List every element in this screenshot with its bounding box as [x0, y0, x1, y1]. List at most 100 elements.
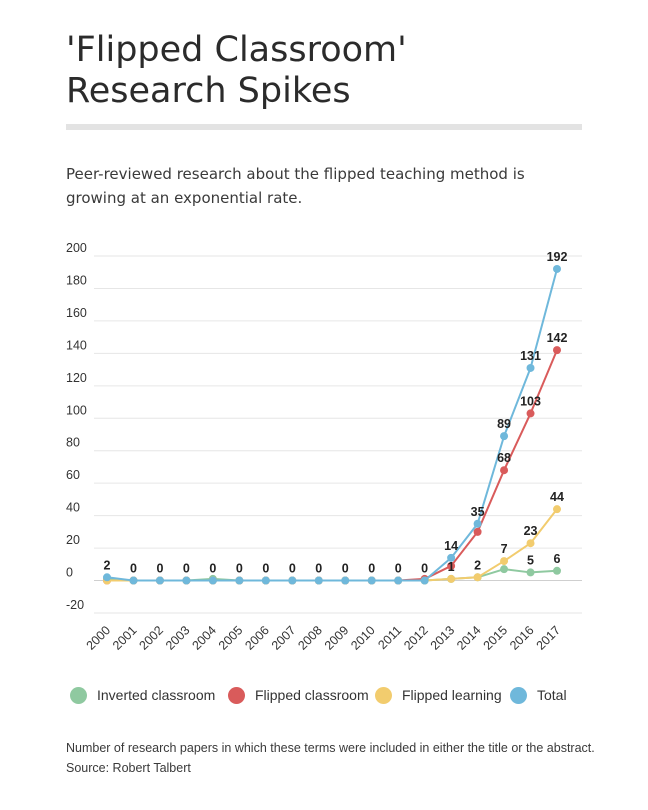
page-title: 'Flipped Classroom' Research Spikes	[66, 30, 586, 112]
data-label: 0	[315, 562, 322, 576]
y-tick-label: -20	[66, 598, 84, 612]
data-label: 0	[262, 562, 269, 576]
data-point	[182, 576, 191, 585]
data-point	[526, 409, 535, 418]
legend-item: Flipped learning	[375, 684, 502, 706]
y-tick-label: 0	[66, 566, 73, 580]
x-tick-label: 2003	[163, 623, 193, 653]
y-tick-label: 160	[66, 306, 87, 320]
data-label: 192	[547, 250, 568, 264]
x-tick-label: 2017	[534, 623, 564, 653]
data-label: 0	[289, 562, 296, 576]
data-point	[526, 539, 535, 548]
legend-label: Flipped learning	[402, 687, 502, 703]
data-point	[553, 566, 561, 575]
data-label: 6	[554, 552, 561, 566]
legend-label: Flipped classroom	[255, 687, 369, 703]
y-tick-label: 120	[66, 371, 87, 385]
series-line	[107, 349, 558, 582]
data-point	[473, 573, 482, 582]
y-tick-label: 140	[66, 338, 87, 352]
data-point	[447, 561, 456, 570]
x-tick-label: 2015	[481, 623, 511, 653]
legend-label: Total	[537, 687, 567, 703]
data-label: 0	[342, 562, 349, 576]
data-label: 0	[395, 562, 402, 576]
y-tick-label: 60	[66, 468, 80, 482]
x-tick-label: 2000	[84, 623, 114, 653]
data-label: 5	[527, 553, 534, 567]
data-label: 0	[368, 562, 375, 576]
line-chart: -200204060801001201401601802002000200120…	[66, 241, 582, 653]
data-label: 131	[520, 349, 541, 363]
x-tick-label: 2012	[401, 623, 431, 653]
data-point	[473, 527, 482, 536]
data-point	[103, 573, 111, 582]
title-divider	[66, 124, 582, 130]
data-point	[447, 574, 456, 583]
data-point	[235, 576, 244, 585]
data-point	[367, 576, 376, 585]
legend-swatch	[70, 686, 87, 704]
data-point	[500, 557, 509, 566]
data-point	[553, 505, 561, 514]
legend-swatch	[510, 686, 527, 704]
chart-legend: Inverted classroom Flipped classroom Flipp…	[70, 684, 590, 706]
title-line-1: 'Flipped Classroom'	[66, 30, 407, 70]
x-tick-label: 2004	[189, 623, 219, 653]
data-point	[553, 346, 561, 355]
data-label: 44	[550, 490, 564, 504]
y-tick-label: 100	[66, 403, 87, 417]
data-point	[288, 576, 297, 585]
data-label: 1	[448, 560, 455, 574]
data-point	[394, 576, 403, 585]
series-line	[107, 508, 558, 582]
data-label: 0	[236, 562, 243, 576]
x-tick-label: 2013	[428, 623, 458, 653]
data-label: 14	[444, 539, 458, 553]
data-label: 2	[104, 558, 111, 572]
data-point	[500, 466, 509, 475]
data-point	[129, 576, 138, 585]
data-point	[526, 568, 535, 577]
data-label: 0	[209, 562, 216, 576]
data-label: 0	[421, 562, 428, 576]
legend-item: Total	[510, 684, 567, 706]
y-tick-label: 80	[66, 436, 80, 450]
data-point	[155, 576, 164, 585]
x-tick-label: 2016	[507, 623, 537, 653]
data-point	[526, 363, 535, 372]
data-point	[500, 565, 509, 574]
data-label: 89	[497, 417, 511, 431]
chart-footnote: Number of research papers in which these…	[66, 738, 596, 778]
data-point	[420, 576, 429, 585]
x-tick-label: 2005	[216, 623, 246, 653]
data-label: 2	[474, 558, 481, 572]
y-tick-label: 200	[66, 241, 87, 255]
legend-label: Inverted classroom	[97, 687, 216, 703]
data-label: 142	[547, 331, 568, 345]
x-tick-label: 2014	[454, 623, 484, 653]
legend-item: Flipped classroom	[228, 684, 369, 706]
data-point	[208, 576, 217, 585]
x-tick-label: 2007	[269, 623, 299, 653]
legend-swatch	[375, 686, 392, 704]
title-line-2: Research Spikes	[66, 71, 351, 111]
legend-swatch	[228, 686, 245, 704]
y-tick-label: 180	[66, 273, 87, 287]
data-point	[447, 553, 456, 562]
legend-item: Inverted classroom	[70, 684, 215, 706]
data-point	[473, 519, 482, 528]
x-tick-label: 2010	[348, 623, 378, 653]
data-label: 0	[183, 562, 190, 576]
footnote-text: Number of research papers in which these…	[66, 741, 595, 775]
data-point	[341, 576, 350, 585]
data-label: 103	[520, 394, 541, 408]
x-tick-label: 2006	[242, 623, 272, 653]
data-label: 0	[156, 562, 163, 576]
data-label: 68	[497, 451, 511, 465]
data-label: 7	[501, 542, 508, 556]
x-tick-label: 2009	[322, 623, 352, 653]
chart-subtitle: Peer-reviewed research about the flipped…	[66, 165, 525, 207]
series-line	[106, 268, 558, 582]
